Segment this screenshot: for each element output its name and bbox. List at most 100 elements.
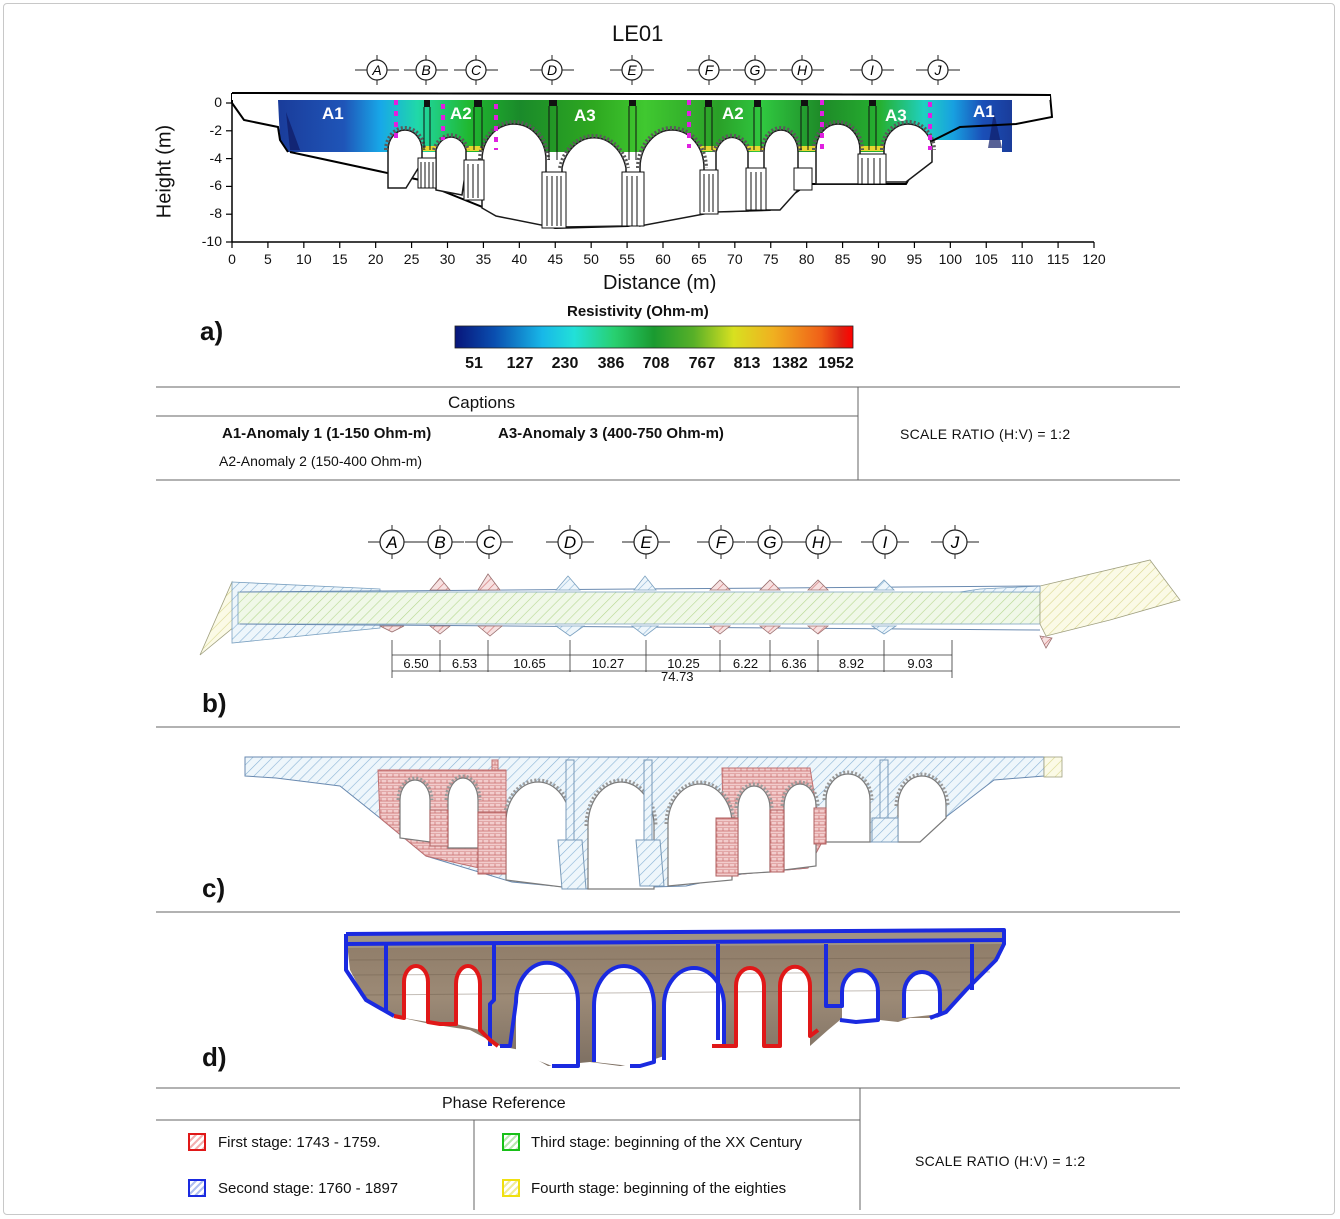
panel-d-letter: d) xyxy=(202,1042,227,1072)
panel-b-gridline-label: G xyxy=(763,533,776,552)
panel-b-gridline-i: I xyxy=(861,525,909,559)
panel-b-letter: b) xyxy=(202,688,227,718)
span-dimension-label: 6.50 xyxy=(403,656,429,671)
panel-a-gridline-label: B xyxy=(421,62,430,78)
panel-b-gridline-label: C xyxy=(483,533,496,552)
x-tick-label: 50 xyxy=(583,251,599,267)
x-tick-label: 115 xyxy=(1046,251,1070,267)
y-tick-label: -4 xyxy=(209,149,222,166)
x-tick-label: 75 xyxy=(762,251,779,267)
colorbar-tick-label: 767 xyxy=(688,355,716,372)
caption-a3: A3-Anomaly 3 (400-750 Ohm-m) xyxy=(498,425,724,442)
x-tick-label: 55 xyxy=(619,251,635,267)
panel-b-gridline-h: H xyxy=(794,525,842,559)
x-tick-label: 40 xyxy=(511,251,528,267)
panel-b-gridline-label: A xyxy=(385,533,397,552)
y-tick-label: -2 xyxy=(209,121,222,138)
x-tick-label: 30 xyxy=(439,251,456,267)
third-stage-label: Third stage: beginning of the XX Century xyxy=(531,1134,802,1151)
anomaly-label: A1 xyxy=(973,102,995,121)
panel-b-gridline-d: D xyxy=(546,525,594,559)
x-tick-label: 85 xyxy=(834,251,851,267)
anomaly-label: A2 xyxy=(722,104,744,123)
panel-b-gridline-label: I xyxy=(883,533,888,552)
colorbar-tick-label: 386 xyxy=(597,355,625,372)
panel-b-gridline-a: A xyxy=(368,525,416,559)
panel-a-gridline-c: C xyxy=(454,55,498,85)
x-tick-label: 90 xyxy=(870,251,887,267)
panel-a-gridline-label: E xyxy=(627,62,637,78)
captions-title: Captions xyxy=(448,393,516,412)
caption-a2: A2-Anomaly 2 (150-400 Ohm-m) xyxy=(219,453,423,469)
panel-b-gridline-f: F xyxy=(697,525,745,559)
colorbar-tick-label: 1952 xyxy=(818,355,854,372)
panel-b-gridline-c: C xyxy=(465,525,513,559)
x-tick-label: 70 xyxy=(727,251,743,267)
colorbar-tick-label: 708 xyxy=(642,355,670,372)
x-tick-label: 20 xyxy=(367,251,384,267)
y-axis-label: Height (m) xyxy=(153,124,176,219)
x-tick-label: 45 xyxy=(547,251,564,267)
fourth-stage-swatch xyxy=(502,1179,520,1197)
panel-a-title: LE01 xyxy=(612,21,664,46)
panel-a-gridline-a: A xyxy=(355,55,399,85)
panel-a-gridline-label: A xyxy=(371,62,381,78)
x-tick-label: 120 xyxy=(1082,251,1106,267)
y-tick-label: -6 xyxy=(209,177,222,194)
panel-a-resistivity-section xyxy=(226,92,1095,248)
x-tick-label: 10 xyxy=(296,251,312,267)
panel-b-gridline-j: J xyxy=(931,525,979,559)
panel-c-letter: c) xyxy=(202,873,226,903)
panel-d-photo-phases xyxy=(344,928,1006,1068)
x-tick-label: 100 xyxy=(938,251,962,267)
panel-b-gridline-b: B xyxy=(416,525,464,559)
first-stage-label: First stage: 1743 - 1759. xyxy=(218,1134,381,1151)
panel-a-gridline-label: C xyxy=(471,62,482,78)
x-tick-label: 95 xyxy=(906,251,923,267)
panel-b-gridline-label: B xyxy=(434,533,445,552)
span-dimension-label: 6.22 xyxy=(732,656,759,671)
panel-b-gridline-label: J xyxy=(950,533,960,552)
panel-c-elevation-phases xyxy=(244,756,1063,890)
colorbar-tick-label: 127 xyxy=(506,355,534,372)
colorbar-tick-label: 51 xyxy=(465,355,483,372)
captions-scale-ratio: SCALE RATIO (H:V) = 1:2 xyxy=(900,426,1071,442)
span-dimension-label: 6.36 xyxy=(781,656,807,671)
y-tick-label: 0 xyxy=(214,94,222,110)
y-tick-label: -8 xyxy=(209,205,222,222)
span-dimension-label: 10.65 xyxy=(513,656,546,671)
panel-a-letter: a) xyxy=(200,316,224,346)
phase-scale-ratio: SCALE RATIO (H:V) = 1:2 xyxy=(915,1153,1086,1169)
panel-b-gridline-label: D xyxy=(564,533,576,552)
span-dimension-label: 8.92 xyxy=(838,656,865,671)
anomaly-label: A3 xyxy=(574,106,596,125)
total-span-length: 74.73 xyxy=(661,669,694,684)
second-stage-swatch xyxy=(188,1179,206,1197)
x-tick-label: 15 xyxy=(331,251,348,267)
x-tick-label: 5 xyxy=(264,251,272,267)
x-tick-label: 60 xyxy=(655,251,671,267)
panel-a-gridline-label: I xyxy=(870,62,874,78)
colorbar xyxy=(454,325,854,349)
panel-a-gridline-h: H xyxy=(780,55,824,85)
colorbar-tick-label: 230 xyxy=(551,355,579,372)
figure-frame xyxy=(3,3,1335,1215)
panel-a-gridline-f: F xyxy=(687,55,731,85)
span-dimension-label: 9.03 xyxy=(907,656,933,671)
panel-a-gridline-label: G xyxy=(750,62,761,78)
panel-b-gridline-label: H xyxy=(812,533,825,552)
x-tick-label: 35 xyxy=(475,251,492,267)
span-dimension-label: 6.53 xyxy=(451,656,478,671)
caption-a1: A1-Anomaly 1 (1-150 Ohm-m) xyxy=(222,425,432,442)
colorbar-title: Resistivity (Ohm-m) xyxy=(567,303,709,320)
y-tick-label: -10 xyxy=(201,233,222,249)
x-axis-label: Distance (m) xyxy=(603,272,717,294)
panel-b-gridline-g: G xyxy=(746,525,794,559)
panel-a-gridline-j: J xyxy=(916,55,960,85)
anomaly-label: A3 xyxy=(885,106,907,125)
phase-reference-title: Phase Reference xyxy=(442,1095,566,1112)
second-stage-label: Second stage: 1760 - 1897 xyxy=(218,1180,399,1197)
x-tick-label: 105 xyxy=(974,251,998,267)
colorbar-tick-label: 813 xyxy=(733,355,761,372)
